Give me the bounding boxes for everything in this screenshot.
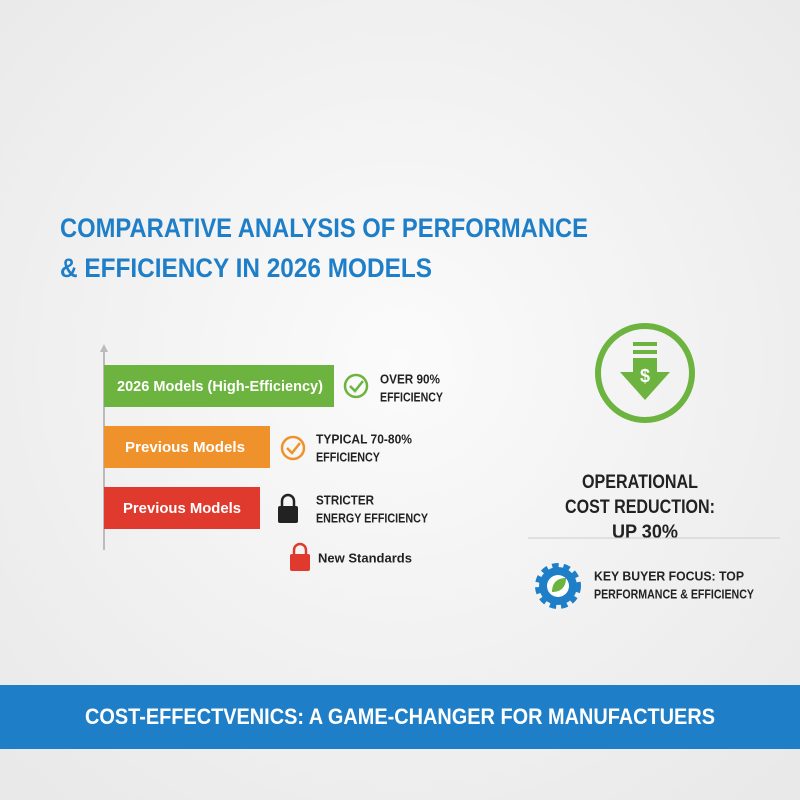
row-note: STRICTER <box>316 492 375 507</box>
title-line: & EFFICIENCY IN 2026 MODELS <box>60 253 432 283</box>
bar <box>104 365 334 407</box>
check-mark <box>286 442 301 455</box>
row-note: OVER 90% <box>380 371 440 386</box>
check-icon <box>280 435 306 461</box>
cost-icon-ring <box>595 323 695 423</box>
row-note: TYPICAL 70-80% <box>316 431 412 446</box>
focus-line: KEY BUYER FOCUS: TOP <box>594 568 744 583</box>
cost-icon <box>633 342 657 346</box>
bar <box>104 487 260 529</box>
gear-icon <box>535 563 581 609</box>
cost-icon <box>633 350 657 354</box>
cost-line: OPERATIONAL <box>582 472 698 493</box>
bar-label: Previous Models <box>125 439 245 456</box>
cost-line: UP 30% <box>612 522 678 543</box>
footer-text: COST-EFFECTVENICS: A GAME-CHANGER FOR MA… <box>85 704 715 729</box>
title-line: COMPARATIVE ANALYSIS OF PERFORMANCE <box>60 213 588 243</box>
leaf <box>552 578 566 592</box>
standards-note: New Standards <box>318 550 412 565</box>
row-note: EFFICIENCY <box>380 389 443 404</box>
focus-line: PERFORMANCE & EFFICIENCY <box>594 586 754 601</box>
cost-line: COST REDUCTION: <box>565 497 715 518</box>
lock-shackle <box>292 542 308 555</box>
cost-arrow <box>620 358 670 400</box>
lock-shackle <box>280 493 296 507</box>
bar-label: Previous Models <box>123 500 241 517</box>
dollar-sign: $ <box>640 366 650 386</box>
footer-band <box>0 685 800 749</box>
lock-body <box>290 554 310 571</box>
check-icon <box>343 373 369 399</box>
axis-arrow <box>100 344 108 352</box>
lock-body <box>278 506 298 523</box>
bar-label: 2026 Models (High-Efficiency) <box>117 378 323 395</box>
bar <box>104 426 270 468</box>
row-note: EFFICIENCY <box>316 449 380 464</box>
check-mark <box>349 380 364 393</box>
row-note: ENERGY EFFICIENCY <box>316 510 428 525</box>
